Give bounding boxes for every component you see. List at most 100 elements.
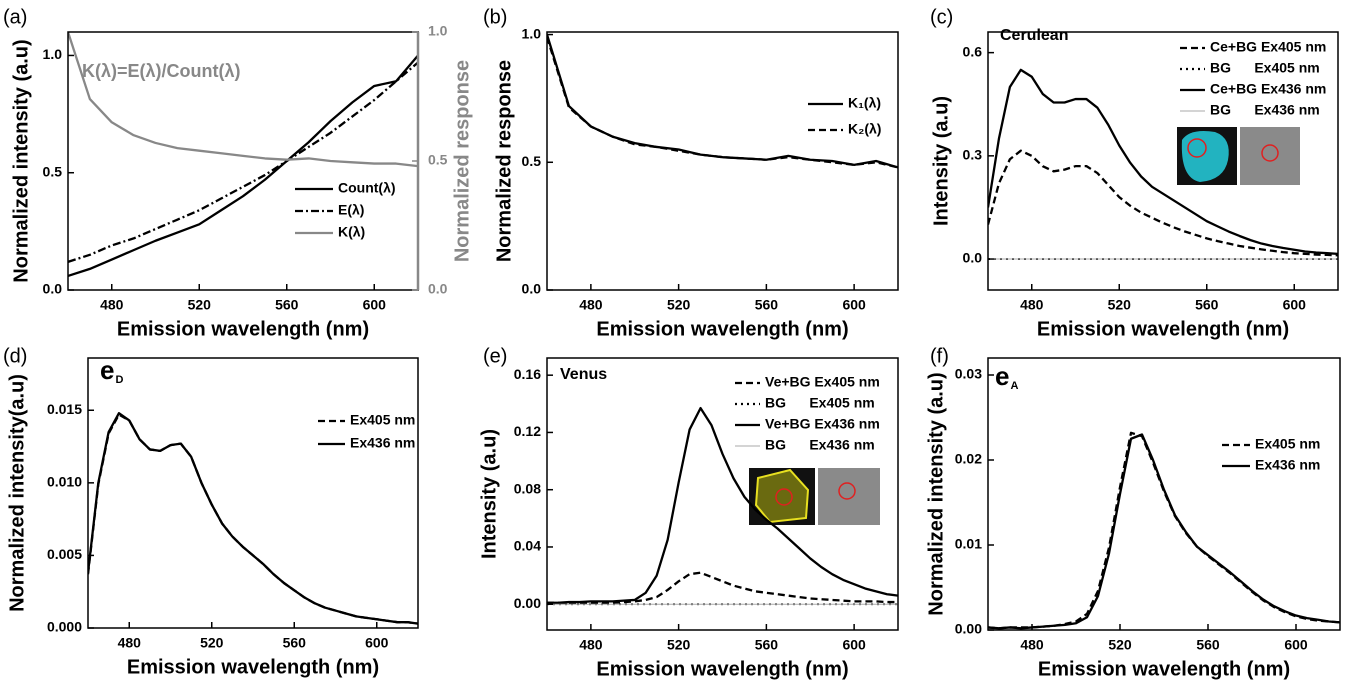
inset-cerulean <box>1177 127 1300 185</box>
x-tick-label: 600 <box>365 635 389 651</box>
legend-label: Ex436 nm <box>350 435 415 451</box>
panel-label: (e) <box>483 345 507 367</box>
inset-frame <box>1240 127 1300 185</box>
x-axis-label: Emission wavelength (nm) <box>596 318 848 340</box>
x-tick-label: 560 <box>1195 297 1219 313</box>
panel: 480 520 560 600 0.000 0.005 0.010 0.015 Emission… <box>3 345 419 678</box>
y-tick-label: 0.12 <box>514 423 541 439</box>
x-tick-label: 520 <box>667 637 691 653</box>
panel: 480 520 560 600 0.0 0.5 1.0 0.0 0.5 1.0 Emission w… <box>3 6 473 340</box>
x-tick-label: 600 <box>363 297 387 313</box>
plot-frame <box>546 31 899 291</box>
panel-label: (d) <box>3 345 27 367</box>
y-tick-label: 0.03 <box>955 366 982 382</box>
x-tick-label: 560 <box>755 297 779 313</box>
legend-label: Ex405 nm <box>350 412 415 428</box>
x-tick-label: 560 <box>275 297 299 313</box>
y-tick-label: 0.08 <box>514 480 541 496</box>
x-tick-label: 520 <box>200 635 224 651</box>
y-tick-label: 0.3 <box>963 147 983 163</box>
inset-frame <box>818 468 880 525</box>
line-series <box>988 433 1340 630</box>
legend-label: Ce+BG Ex405 nm <box>1210 39 1326 55</box>
panel: 480 520 560 600 0.00 0.04 0.08 0.12 0.16 Emission… <box>478 345 899 680</box>
y-tick-label: 0.005 <box>47 546 82 562</box>
y-tick-label: 1.0 <box>522 25 542 41</box>
x-tick-label: 600 <box>842 297 866 313</box>
y-axis-label: Normalized intensity(a.u) <box>6 374 28 612</box>
inset-cell <box>754 468 810 524</box>
plot-frame <box>987 31 1339 291</box>
y2-axis-label: Normalized response <box>451 60 473 262</box>
legend-label: Ex405 nm <box>1255 436 1320 452</box>
y2-tick-label: 0.5 <box>428 152 448 168</box>
line-series <box>547 571 898 604</box>
x-tick-label: 480 <box>579 297 603 313</box>
y-tick-label: 0.02 <box>955 451 982 467</box>
legend-label: Ve+BG Ex436 nm <box>765 416 880 432</box>
y-tick-label: 0.015 <box>47 401 82 417</box>
line-series <box>547 406 898 604</box>
x-tick-label: 600 <box>1283 297 1307 313</box>
annotation: Venus <box>560 366 607 383</box>
inset-roi <box>775 488 793 506</box>
y-axis-label: Normalized response <box>493 60 515 262</box>
line-series <box>88 412 418 625</box>
legend-label: Ve+BG Ex405 nm <box>765 374 880 390</box>
series-group <box>68 32 418 278</box>
line-series <box>68 32 418 168</box>
x-tick-label: 520 <box>667 297 691 313</box>
legend-label: BG Ex405 nm <box>1210 60 1320 76</box>
inset-cell <box>1181 131 1229 182</box>
y-tick-label: 0.00 <box>955 621 982 637</box>
annotation-subscript: A <box>1010 380 1018 392</box>
series-group <box>547 406 898 606</box>
annotation: K(λ)=E(λ)/Count(λ) <box>82 61 241 81</box>
x-axis-label: Emission wavelength (nm) <box>127 656 379 678</box>
y-tick-label: 0.04 <box>514 538 541 554</box>
x-tick-label: 520 <box>1108 297 1132 313</box>
annotation-subscript: D <box>115 374 123 386</box>
y-axis-label: Normalized intensity (a.u) <box>10 39 32 282</box>
legend-label: BG Ex436 nm <box>1210 102 1320 118</box>
legend-label: Ex436 nm <box>1255 457 1320 473</box>
plot-frame <box>987 357 1341 631</box>
y2-tick-label: 0.0 <box>428 281 448 297</box>
series-group <box>547 34 898 169</box>
inset-venus <box>749 468 880 525</box>
annotation: Cerulean <box>1000 27 1068 44</box>
y-tick-label: 0.010 <box>47 474 82 490</box>
y-tick-label: 0.0 <box>522 281 542 297</box>
x-tick-label: 520 <box>188 297 212 313</box>
line-series <box>988 68 1338 256</box>
line-series <box>68 54 418 278</box>
x-axis-label: Emission wavelength (nm) <box>117 318 369 340</box>
y-tick-label: 0.5 <box>43 163 63 179</box>
y2-tick-label: 1.0 <box>428 23 448 39</box>
y-tick-label: 1.0 <box>43 46 63 62</box>
series-group <box>988 431 1340 630</box>
x-tick-label: 480 <box>579 637 603 653</box>
plot-frame <box>546 357 899 631</box>
panel-label: (b) <box>483 6 507 28</box>
x-tick-label: 480 <box>100 297 124 313</box>
panel-label: (a) <box>3 6 27 28</box>
legend-label: K(λ) <box>338 224 365 240</box>
y-tick-label: 0.0 <box>963 250 983 266</box>
y-tick-label: 0.000 <box>47 619 82 635</box>
plot-frame <box>87 357 419 629</box>
x-tick-label: 480 <box>1020 297 1044 313</box>
panel-label: (c) <box>930 6 953 28</box>
legend-label: K₁(λ) <box>848 95 881 111</box>
y-axis-label: Intensity (a.u) <box>930 96 952 226</box>
x-axis-label: Emission wavelength (nm) <box>1037 318 1289 340</box>
legend-label: E(λ) <box>338 202 364 218</box>
y-axis-label: Normalized intensity (a.u) <box>925 372 947 615</box>
panel: 480 520 560 600 0.0 0.3 0.6 Emission wavelength… <box>930 6 1339 340</box>
y-tick-label: 0.6 <box>963 43 983 59</box>
legend-label: BG Ex436 nm <box>765 437 875 453</box>
series-group <box>88 412 418 625</box>
x-tick-label: 560 <box>283 635 307 651</box>
x-tick-label: 600 <box>842 637 866 653</box>
